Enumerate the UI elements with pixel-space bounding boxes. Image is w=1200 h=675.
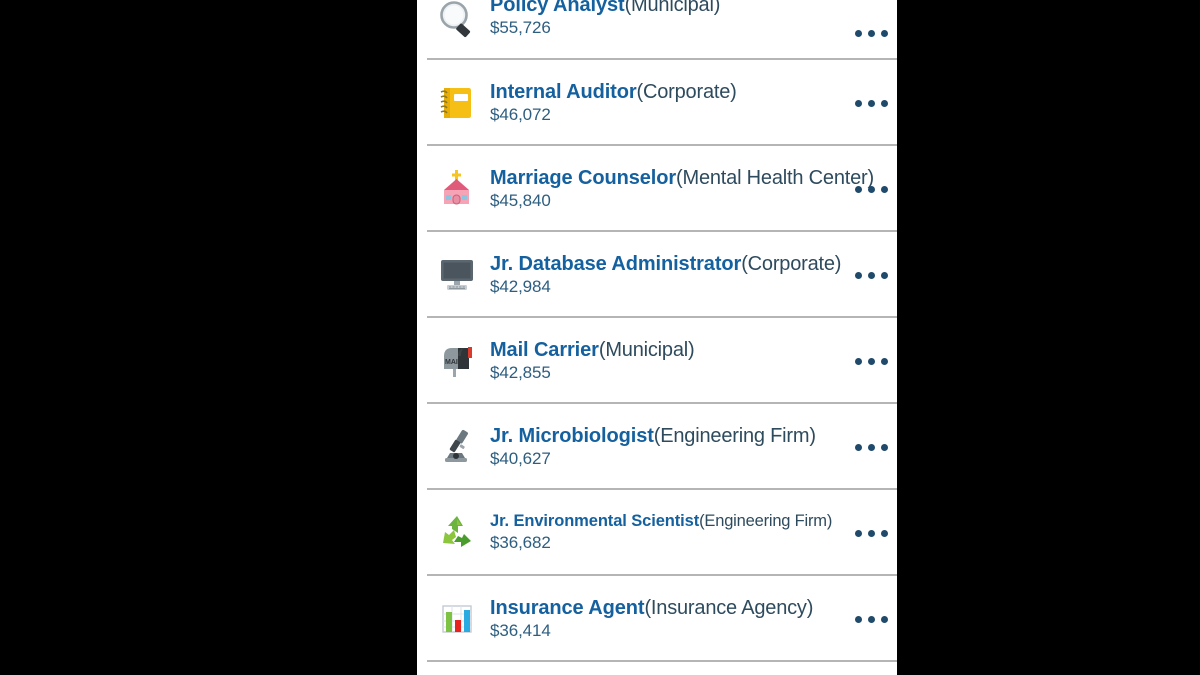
mailbox-icon: MAIL bbox=[428, 337, 486, 385]
menu-dot bbox=[854, 271, 862, 279]
job-employer: (Insurance Agency) bbox=[644, 596, 814, 619]
list-item[interactable]: MAIL Mail Carrier(Municipal) $42,855 bbox=[417, 318, 897, 404]
list-item-title-line: Internal Auditor(Corporate) bbox=[490, 81, 845, 103]
list-item[interactable]: Policy Analyst(Municipal) $55,726 bbox=[417, 0, 897, 60]
job-employer: (Corporate) bbox=[636, 80, 737, 103]
row-more-menu-button[interactable] bbox=[845, 318, 897, 404]
menu-dot bbox=[880, 99, 888, 107]
job-salary: $42,855 bbox=[490, 363, 551, 382]
job-employer: (Engineering Firm) bbox=[699, 512, 833, 531]
menu-dot bbox=[867, 29, 875, 37]
job-salary: $36,682 bbox=[490, 533, 551, 553]
job-title: Jr. Database Administrator bbox=[490, 252, 742, 275]
job-employer: (Municipal) bbox=[598, 338, 695, 361]
menu-dot bbox=[880, 29, 888, 37]
list-item-title-line: Mail Carrier(Municipal) bbox=[490, 339, 845, 361]
list-item[interactable]: Jr. Database Administrator(Corporate) $4… bbox=[417, 232, 897, 318]
list-item-text: Jr. Microbiologist(Engineering Firm) $40… bbox=[486, 425, 845, 470]
row-more-menu-button[interactable] bbox=[845, 146, 897, 232]
notebook-icon bbox=[428, 79, 486, 127]
menu-dot bbox=[880, 615, 888, 623]
row-more-menu-button[interactable] bbox=[845, 232, 897, 318]
menu-dot bbox=[880, 443, 888, 451]
menu-dot bbox=[867, 443, 875, 451]
menu-dot bbox=[880, 357, 888, 365]
menu-dot bbox=[854, 443, 862, 451]
bar-chart-icon bbox=[428, 595, 486, 643]
job-employer: (Corporate) bbox=[741, 252, 842, 275]
list-item-text: Internal Auditor(Corporate) $46,072 bbox=[486, 81, 845, 126]
job-title: Insurance Agent bbox=[490, 596, 645, 619]
menu-dot bbox=[867, 271, 875, 279]
menu-dot bbox=[867, 529, 875, 537]
row-more-menu-button[interactable] bbox=[845, 404, 897, 490]
job-title: Internal Auditor bbox=[490, 80, 637, 103]
list-item[interactable]: Jr. Environmental Scientist(Engineering … bbox=[417, 490, 897, 576]
menu-dot bbox=[880, 529, 888, 537]
row-more-menu-button[interactable] bbox=[845, 60, 897, 146]
letterbox-left bbox=[0, 0, 417, 675]
row-more-menu-button[interactable] bbox=[845, 0, 897, 60]
menu-dot bbox=[867, 99, 875, 107]
job-employer: (Engineering Firm) bbox=[653, 424, 816, 447]
desktop-computer-icon bbox=[428, 251, 486, 299]
microscope-icon bbox=[428, 423, 486, 471]
list-item-text: Insurance Agent(Insurance Agency) $36,41… bbox=[486, 597, 845, 642]
row-more-menu-button[interactable] bbox=[845, 576, 897, 662]
menu-dot bbox=[854, 29, 862, 37]
list-item-title-line: Insurance Agent(Insurance Agency) bbox=[490, 597, 845, 619]
menu-dot bbox=[854, 529, 862, 537]
list-item-text: Marriage Counselor(Mental Health Center)… bbox=[486, 166, 874, 212]
list-item-text: Jr. Database Administrator(Corporate) $4… bbox=[486, 253, 845, 298]
list-item[interactable]: Marriage Counselor(Mental Health Center)… bbox=[417, 146, 897, 232]
recycling-icon bbox=[428, 509, 486, 557]
list-item[interactable]: Internal Auditor(Corporate) $46,072 bbox=[417, 60, 897, 146]
job-salary: $42,984 bbox=[490, 277, 551, 296]
job-results-list: Policy Analyst(Municipal) $55,726 bbox=[417, 0, 897, 662]
job-title: Jr. Environmental Scientist bbox=[490, 512, 700, 531]
list-item-text: Policy Analyst(Municipal) $55,726 bbox=[486, 0, 845, 39]
job-title: Mail Carrier bbox=[490, 338, 599, 361]
menu-dot bbox=[854, 615, 862, 623]
menu-dot bbox=[880, 185, 888, 193]
svg-text:MAIL: MAIL bbox=[445, 359, 463, 366]
list-item-title-line: Marriage Counselor(Mental Health Center) bbox=[490, 166, 874, 189]
list-item-text: Mail Carrier(Municipal) $42,855 bbox=[486, 339, 845, 384]
job-salary: $45,840 bbox=[490, 191, 551, 210]
job-employer: (Municipal) bbox=[624, 0, 721, 16]
job-salary: $40,627 bbox=[490, 449, 551, 468]
letterbox-right bbox=[897, 0, 1200, 675]
menu-dot bbox=[854, 185, 862, 193]
menu-dot bbox=[880, 271, 888, 279]
job-title: Jr. Microbiologist bbox=[490, 424, 654, 447]
list-item-text: Jr. Environmental Scientist(Engineering … bbox=[486, 512, 845, 553]
list-item-title-line: Jr. Microbiologist(Engineering Firm) bbox=[490, 425, 845, 447]
job-salary: $36,414 bbox=[490, 621, 551, 640]
row-more-menu-button[interactable] bbox=[845, 490, 897, 576]
menu-dot bbox=[867, 357, 875, 365]
list-item-title-line: Jr. Environmental Scientist(Engineering … bbox=[490, 512, 845, 531]
job-salary: $46,072 bbox=[490, 105, 551, 124]
job-title: Marriage Counselor bbox=[490, 166, 677, 189]
job-employer: (Mental Health Center) bbox=[676, 166, 874, 189]
menu-dot bbox=[867, 185, 875, 193]
menu-dot bbox=[854, 357, 862, 365]
magnifying-glass-icon bbox=[428, 0, 486, 44]
list-item[interactable]: Jr. Microbiologist(Engineering Firm) $40… bbox=[417, 404, 897, 490]
list-item-title-line: Policy Analyst(Municipal) bbox=[490, 0, 845, 16]
menu-dot bbox=[867, 615, 875, 623]
job-title: Policy Analyst bbox=[490, 0, 625, 16]
app-viewport: Policy Analyst(Municipal) $55,726 bbox=[417, 0, 897, 675]
wedding-chapel-icon bbox=[428, 165, 486, 213]
job-salary: $55,726 bbox=[490, 18, 551, 38]
list-item-title-line: Jr. Database Administrator(Corporate) bbox=[490, 253, 845, 275]
menu-dot bbox=[854, 99, 862, 107]
list-item[interactable]: Insurance Agent(Insurance Agency) $36,41… bbox=[417, 576, 897, 662]
